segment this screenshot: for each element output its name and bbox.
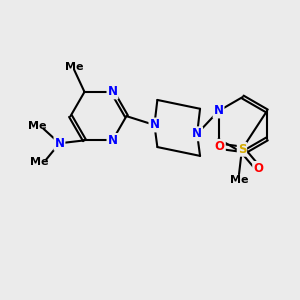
Text: Me: Me (31, 157, 49, 167)
Text: N: N (107, 85, 118, 98)
Text: N: N (192, 127, 202, 140)
Text: N: N (107, 134, 118, 147)
Text: O: O (253, 162, 263, 175)
Text: S: S (238, 143, 246, 156)
Text: Me: Me (28, 121, 46, 131)
Text: Me: Me (230, 175, 248, 185)
Text: Me: Me (65, 62, 83, 72)
Text: N: N (55, 137, 64, 150)
Text: N: N (149, 118, 159, 131)
Text: O: O (215, 140, 225, 153)
Text: N: N (214, 104, 224, 118)
